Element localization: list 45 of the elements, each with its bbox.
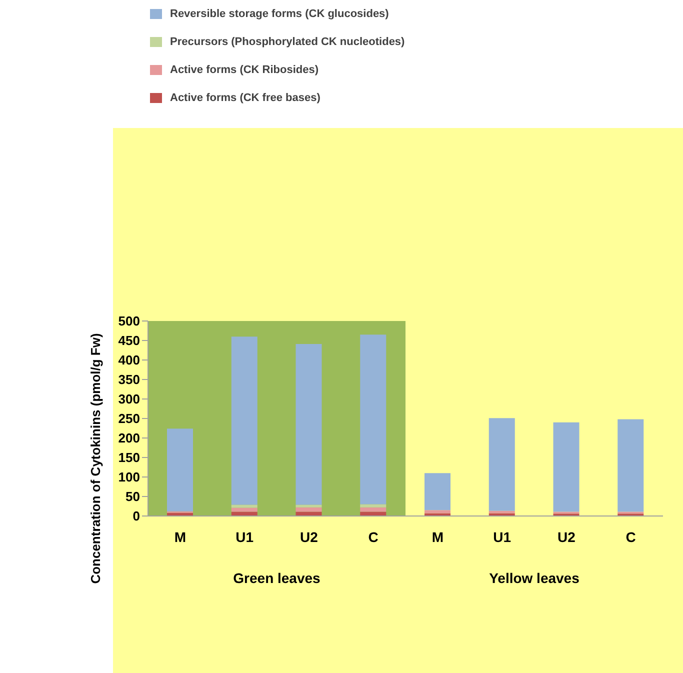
y-axis-title: Concentration of Cytokinins (pmol/g Fw) xyxy=(88,333,103,584)
y-tick-label: 500 xyxy=(118,314,140,329)
y-tick-label: 0 xyxy=(132,508,140,524)
bar xyxy=(296,344,322,505)
bar xyxy=(553,422,580,512)
legend-label: Precursors (Phosphorylated CK nucleotides) xyxy=(170,36,405,48)
bar xyxy=(296,504,322,508)
bar xyxy=(360,507,386,512)
y-tick-label: 350 xyxy=(118,372,140,388)
bar xyxy=(424,510,450,514)
y-tick-label: 250 xyxy=(118,411,140,426)
bar xyxy=(424,473,450,510)
x-tick-label: M xyxy=(174,528,186,545)
text: Yellow leaves xyxy=(488,570,580,586)
x-tick-label: U1 xyxy=(236,528,254,545)
y-tick-label: 200 xyxy=(118,430,140,446)
legend-label: Active forms (CK Ribosides) xyxy=(170,64,319,76)
x-tick-label: C xyxy=(626,528,636,545)
legend-label: Active forms (CK free bases) xyxy=(170,92,320,104)
x-tick-label: C xyxy=(368,528,378,545)
y-tick-label: 150 xyxy=(118,450,140,466)
bar xyxy=(231,508,258,512)
bar xyxy=(488,510,515,514)
y-tick-label: 450 xyxy=(118,333,140,348)
x-tick-label: U1 xyxy=(493,528,512,545)
bar xyxy=(618,419,644,512)
bar xyxy=(360,504,386,508)
bar xyxy=(296,507,322,512)
bar xyxy=(296,512,322,516)
bar xyxy=(231,512,258,516)
y-tick-label: 100 xyxy=(118,470,140,485)
bar xyxy=(360,334,386,504)
y-tick-label: 400 xyxy=(118,352,140,368)
x-tick-label: U2 xyxy=(557,528,576,545)
legend-label: Reversible storage forms (CK glucosides) xyxy=(170,8,389,20)
y-tick-label: 50 xyxy=(126,489,140,504)
bar xyxy=(231,336,258,505)
x-tick-label: U2 xyxy=(300,528,318,545)
bar xyxy=(360,512,386,516)
y-tick-label: 300 xyxy=(118,392,140,407)
text: Green leaves xyxy=(232,570,322,586)
bar xyxy=(167,428,193,512)
x-tick-label: M xyxy=(432,528,444,545)
bar xyxy=(231,504,258,508)
bar xyxy=(488,418,515,511)
